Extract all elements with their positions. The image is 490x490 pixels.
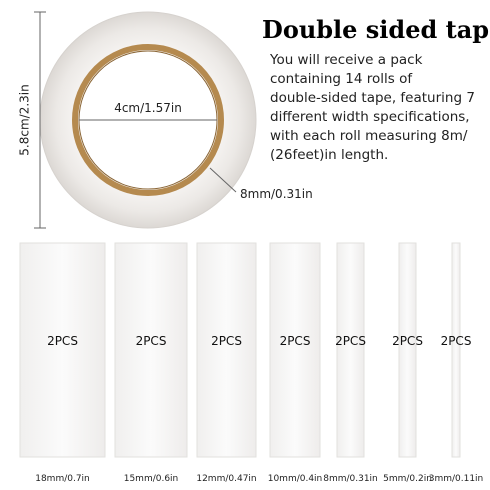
tape-strip: [196, 242, 257, 458]
tape-strip: [19, 242, 106, 458]
strip-quantity: 2PCS: [280, 334, 311, 348]
tape-strip: [451, 242, 461, 458]
description-line: containing 14 rolls of: [270, 71, 413, 87]
roll-height: 5.8cm/2.3in: [18, 84, 32, 155]
strip-size: 15mm/0.6in: [124, 474, 179, 484]
core: [72, 44, 224, 196]
description-line: different width specifications,: [270, 109, 470, 125]
strips: 2PCS 18mm/0.7in 2PCS 15mm/0.6in 2PCS 12mm/0.4…: [19, 242, 484, 484]
description-line: with each roll measuring 8m/: [270, 128, 468, 144]
strip-size: 18mm/0.7in: [35, 474, 90, 484]
tape-strip: [114, 242, 188, 458]
strip-quantity: 2PCS: [392, 334, 423, 348]
inner-diameter: 4cm/1.57in: [114, 101, 182, 115]
dimension-lines: [34, 11, 237, 229]
tape-strip: [269, 242, 321, 458]
strip-size: 5mm/0.2in: [383, 474, 432, 484]
roll-width: 8mm/0.31in: [240, 187, 313, 201]
description-line: (26feet)in length.: [270, 147, 388, 163]
title: Double sided tape: [262, 15, 490, 44]
strip-quantity: 2PCS: [211, 334, 242, 348]
strip-size: 8mm/0.31in: [323, 474, 378, 484]
strip-size: 10mm/0.4in: [268, 474, 323, 484]
strip-size: 12mm/0.47in: [196, 474, 256, 484]
strip-size: 3mm/0.11in: [429, 474, 484, 484]
description-line: You will receive a pack: [269, 52, 423, 68]
strip-quantity: 2PCS: [136, 334, 167, 348]
description-line: double-sided tape, featuring 7: [270, 90, 475, 106]
tape-strip: [336, 242, 365, 458]
tape-strip: [398, 242, 417, 458]
strip-quantity: 2PCS: [47, 334, 78, 348]
strip-quantity: 2PCS: [441, 334, 472, 348]
strip-quantity: 2PCS: [335, 334, 366, 348]
description: You will receive a pack containing 14 rol…: [269, 52, 475, 163]
